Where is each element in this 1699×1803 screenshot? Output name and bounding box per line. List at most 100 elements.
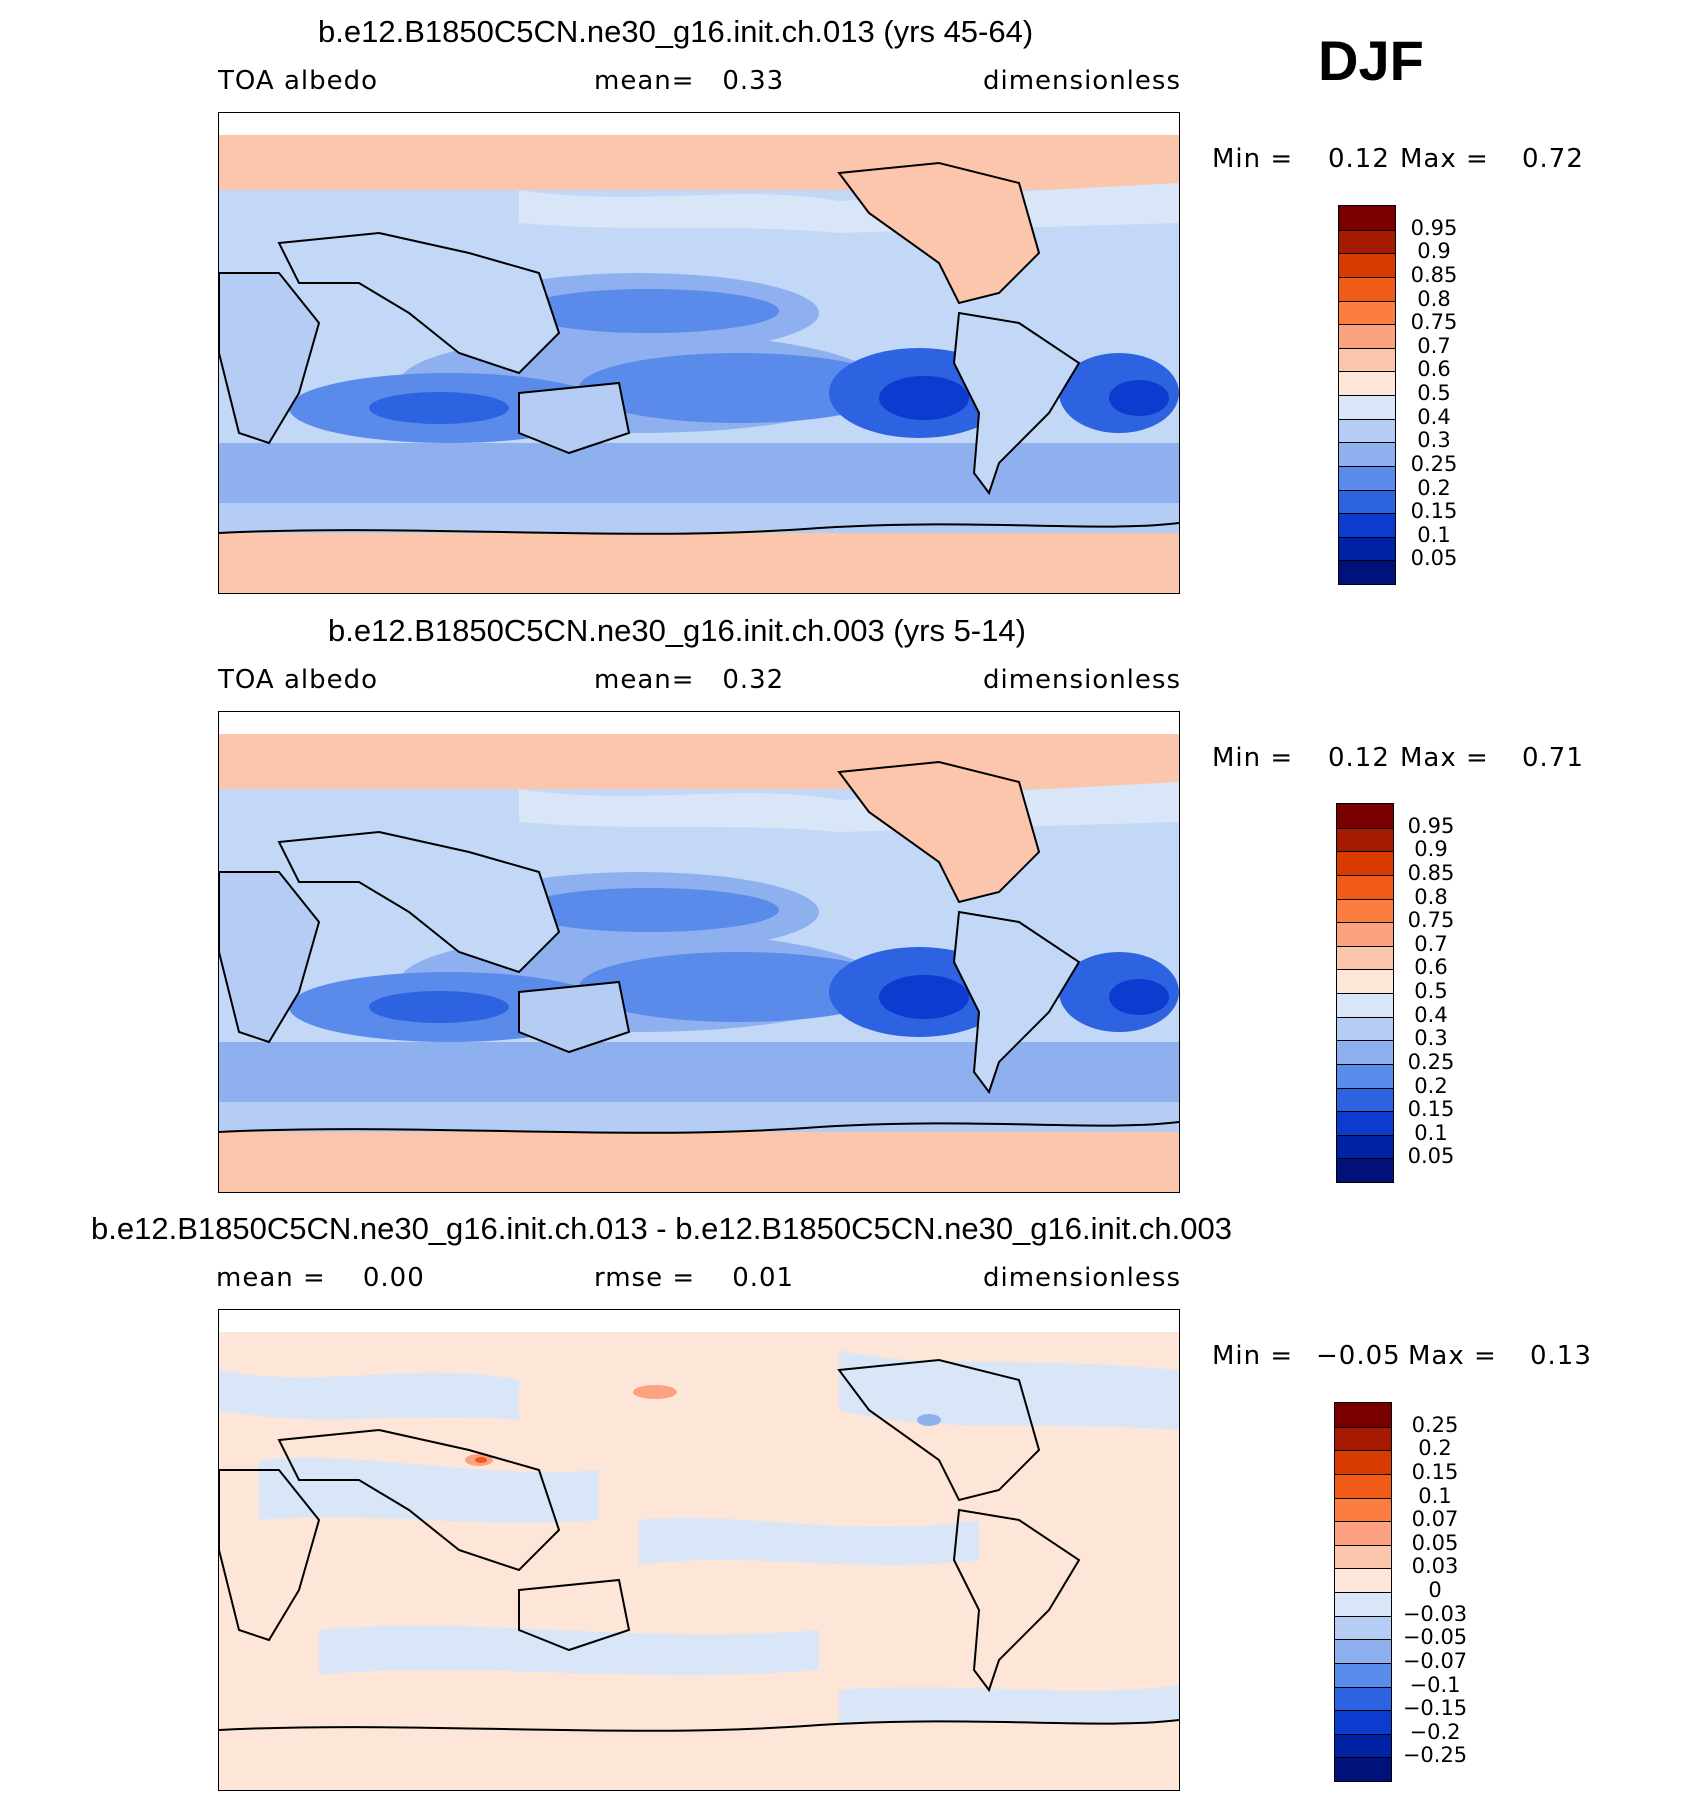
colorbar-tick-label: 0.25: [1411, 1412, 1459, 1437]
colorbar-swatch: [1337, 804, 1393, 828]
colorbar-tick-label: 0.5: [1417, 381, 1451, 405]
panel2-mean-label: mean= 0.32: [594, 665, 785, 695]
colorbar-swatch: [1335, 1710, 1391, 1734]
colorbar-swatch: [1339, 324, 1395, 348]
colorbar-swatch: [1339, 371, 1395, 395]
colorbar-tick-label: 0.3: [1417, 428, 1451, 453]
colorbar-tick-label: 0.2: [1418, 1436, 1452, 1461]
colorbar-tick-label: 0.15: [1410, 499, 1458, 524]
colorbar-swatch: [1337, 969, 1393, 993]
panel1-map-svg: [219, 113, 1179, 593]
colorbar-tick-label: 0.05: [1407, 1144, 1455, 1169]
colorbar-tick-label: −0.25: [1402, 1743, 1468, 1768]
colorbar-tick-label: 0.8: [1414, 884, 1448, 909]
colorbar-swatch: [1335, 1568, 1391, 1592]
colorbar-swatch: [1339, 347, 1395, 372]
season-label: DJF: [1318, 29, 1424, 92]
colorbar-swatch: [1339, 229, 1395, 254]
colorbar-tick-label: 0.9: [1417, 239, 1451, 264]
panel3-min-value: −0.05: [1316, 1341, 1401, 1371]
panel1-variable-label: TOA albedo: [218, 66, 379, 96]
colorbar-tick-label: 0.07: [1411, 1507, 1459, 1532]
panel1-min-label: Min =: [1212, 144, 1294, 174]
colorbar-tick-label: 0.15: [1407, 1097, 1455, 1122]
colorbar-swatch: [1335, 1757, 1391, 1781]
colorbar-tick-label: 0.85: [1410, 262, 1458, 287]
colorbar-tick-label: 0: [1428, 1578, 1442, 1602]
colorbar-swatch: [1337, 945, 1393, 970]
colorbar-tick-label: 0.6: [1417, 357, 1451, 382]
colorbar-swatch: [1339, 536, 1395, 561]
colorbar-swatch: [1339, 465, 1395, 490]
colorbar-tick-label: 0.75: [1410, 310, 1458, 335]
colorbar-swatch: [1337, 922, 1393, 946]
panel1-colorbar: [1338, 205, 1396, 585]
panel1-units-label: dimensionless: [983, 66, 1181, 96]
colorbar-tick-label: 0.6: [1414, 955, 1448, 980]
panel2-variable-label: TOA albedo: [218, 665, 379, 695]
panel2-title: b.e12.B1850C5CN.ne30_g16.init.ch.003 (yr…: [328, 613, 1026, 648]
panel1-mean-label: mean= 0.33: [594, 66, 785, 96]
colorbar-swatch: [1335, 1521, 1391, 1545]
colorbar-tick-label: −0.07: [1402, 1648, 1468, 1673]
colorbar-tick-label: 0.2: [1417, 475, 1451, 500]
panel3-rmse-label: rmse = 0.01: [594, 1263, 795, 1293]
panel2-max-label: Max =: [1400, 743, 1489, 773]
panel1-map: [218, 112, 1180, 594]
panel3-mean-label: mean = 0.00: [216, 1263, 425, 1293]
colorbar-swatch: [1339, 206, 1395, 230]
colorbar-tick-label: 0.03: [1411, 1554, 1459, 1579]
panel1-title: b.e12.B1850C5CN.ne30_g16.init.ch.013 (yr…: [318, 14, 1034, 49]
colorbar-swatch: [1337, 827, 1393, 852]
colorbar-tick-label: 0.7: [1414, 931, 1448, 956]
colorbar-swatch: [1339, 489, 1395, 514]
panel2-colorbar-labels: 0.95 0.9 0.85 0.8 0.75 0.7 0.6 0.5 0.4 0.3 0.25 0.2…: [1398, 803, 1464, 1181]
colorbar-swatch: [1335, 1615, 1391, 1640]
colorbar-swatch: [1337, 1040, 1393, 1064]
panel3-title: b.e12.B1850C5CN.ne30_g16.init.ch.013 - b…: [91, 1211, 1232, 1246]
colorbar-swatch: [1337, 1111, 1393, 1135]
colorbar-tick-label: 0.2: [1414, 1073, 1448, 1098]
colorbar-tick-label: −0.05: [1402, 1625, 1468, 1650]
colorbar-tick-label: 0.25: [1410, 451, 1458, 476]
panel3-max-value: 0.13: [1530, 1341, 1592, 1371]
colorbar-swatch: [1335, 1544, 1391, 1569]
colorbar-tick-label: −0.03: [1402, 1601, 1468, 1626]
colorbar-tick-label: −0.1: [1409, 1672, 1461, 1697]
colorbar-tick-label: −0.2: [1409, 1719, 1461, 1744]
panel2-min-label: Min =: [1212, 743, 1294, 773]
colorbar-swatch: [1335, 1426, 1391, 1451]
colorbar-swatch: [1335, 1639, 1391, 1663]
colorbar-swatch: [1337, 874, 1393, 899]
colorbar-swatch: [1339, 560, 1395, 584]
colorbar-tick-label: 0.7: [1417, 333, 1451, 358]
panel2-map-svg: [219, 712, 1179, 1192]
panel1-min-value: 0.12: [1328, 144, 1390, 174]
colorbar-swatch: [1337, 993, 1393, 1017]
colorbar-swatch: [1337, 1134, 1393, 1159]
panel2-map: [218, 711, 1180, 1193]
colorbar-swatch: [1335, 1662, 1391, 1687]
colorbar-swatch: [1337, 1158, 1393, 1182]
colorbar-tick-label: −0.15: [1402, 1696, 1468, 1721]
colorbar-swatch: [1335, 1592, 1391, 1616]
panel3-colorbar: [1334, 1402, 1392, 1782]
colorbar-tick-label: 0.25: [1407, 1049, 1455, 1074]
colorbar-swatch: [1337, 851, 1393, 875]
panel3-map: [218, 1309, 1180, 1791]
panel2-min-value: 0.12: [1328, 743, 1390, 773]
colorbar-tick-label: 0.5: [1414, 979, 1448, 1003]
colorbar-swatch: [1335, 1497, 1391, 1522]
colorbar-tick-label: 0.05: [1411, 1530, 1459, 1555]
colorbar-swatch: [1339, 253, 1395, 277]
colorbar-tick-label: 0.95: [1407, 813, 1455, 838]
panel3-colorbar-labels: 0.25 0.2 0.15 0.1 0.07 0.05 0.03 0 −0.03 −0.05 −0.…: [1402, 1402, 1468, 1780]
colorbar-swatch: [1339, 395, 1395, 419]
panel1-max-label: Max =: [1400, 144, 1489, 174]
colorbar-swatch: [1339, 300, 1395, 325]
colorbar-swatch: [1335, 1450, 1391, 1474]
panel1-max-value: 0.72: [1522, 144, 1584, 174]
colorbar-swatch: [1335, 1733, 1391, 1758]
colorbar-swatch: [1339, 513, 1395, 537]
colorbar-tick-label: 0.4: [1417, 404, 1451, 429]
